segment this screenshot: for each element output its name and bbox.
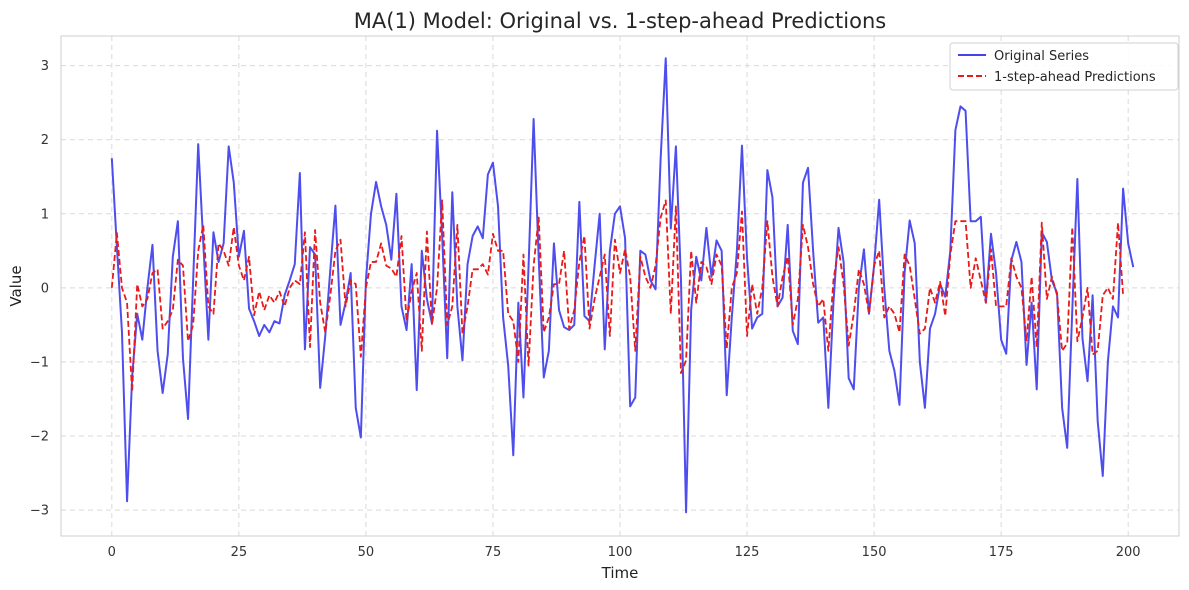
x-tick-label: 175 [989, 545, 1014, 560]
legend-label-predictions: 1-step-ahead Predictions [994, 70, 1156, 85]
predictions-line [110, 199, 1124, 393]
x-tick-label: 200 [1116, 545, 1141, 560]
legend-label-original: Original Series [994, 49, 1089, 64]
y-tick-label: 1 [41, 207, 49, 222]
chart-title: MA(1) Model: Original vs. 1-step-ahead P… [354, 9, 886, 33]
x-tick-label: 75 [485, 545, 502, 560]
y-tick-labels: −3 −2 −1 0 1 2 3 [30, 59, 49, 518]
x-tick-labels: 0 25 50 75 100 125 150 175 200 [108, 545, 1141, 560]
legend-box [949, 42, 1179, 91]
y-tick-label: −1 [30, 355, 49, 370]
x-axis-label: Time [601, 564, 639, 582]
x-tick-label: 100 [608, 545, 633, 560]
y-tick-label: 2 [41, 133, 49, 148]
legend: Original Series 1-step-ahead Predictions [949, 42, 1179, 91]
y-tick-label: 3 [41, 59, 49, 74]
plot-area-frame [60, 35, 1180, 537]
y-tick-label: −2 [30, 430, 49, 445]
x-tick-label: 25 [231, 545, 248, 560]
x-tick-label: 50 [358, 545, 375, 560]
original-series-line [110, 57, 1135, 514]
y-tick-label: −3 [30, 504, 49, 519]
x-tick-label: 125 [735, 545, 760, 560]
y-tick-label: 0 [41, 281, 49, 296]
y-axis-label: Value [7, 265, 25, 306]
x-tick-label: 150 [862, 545, 887, 560]
x-tick-label: 0 [108, 545, 116, 560]
series-layer [110, 57, 1135, 514]
